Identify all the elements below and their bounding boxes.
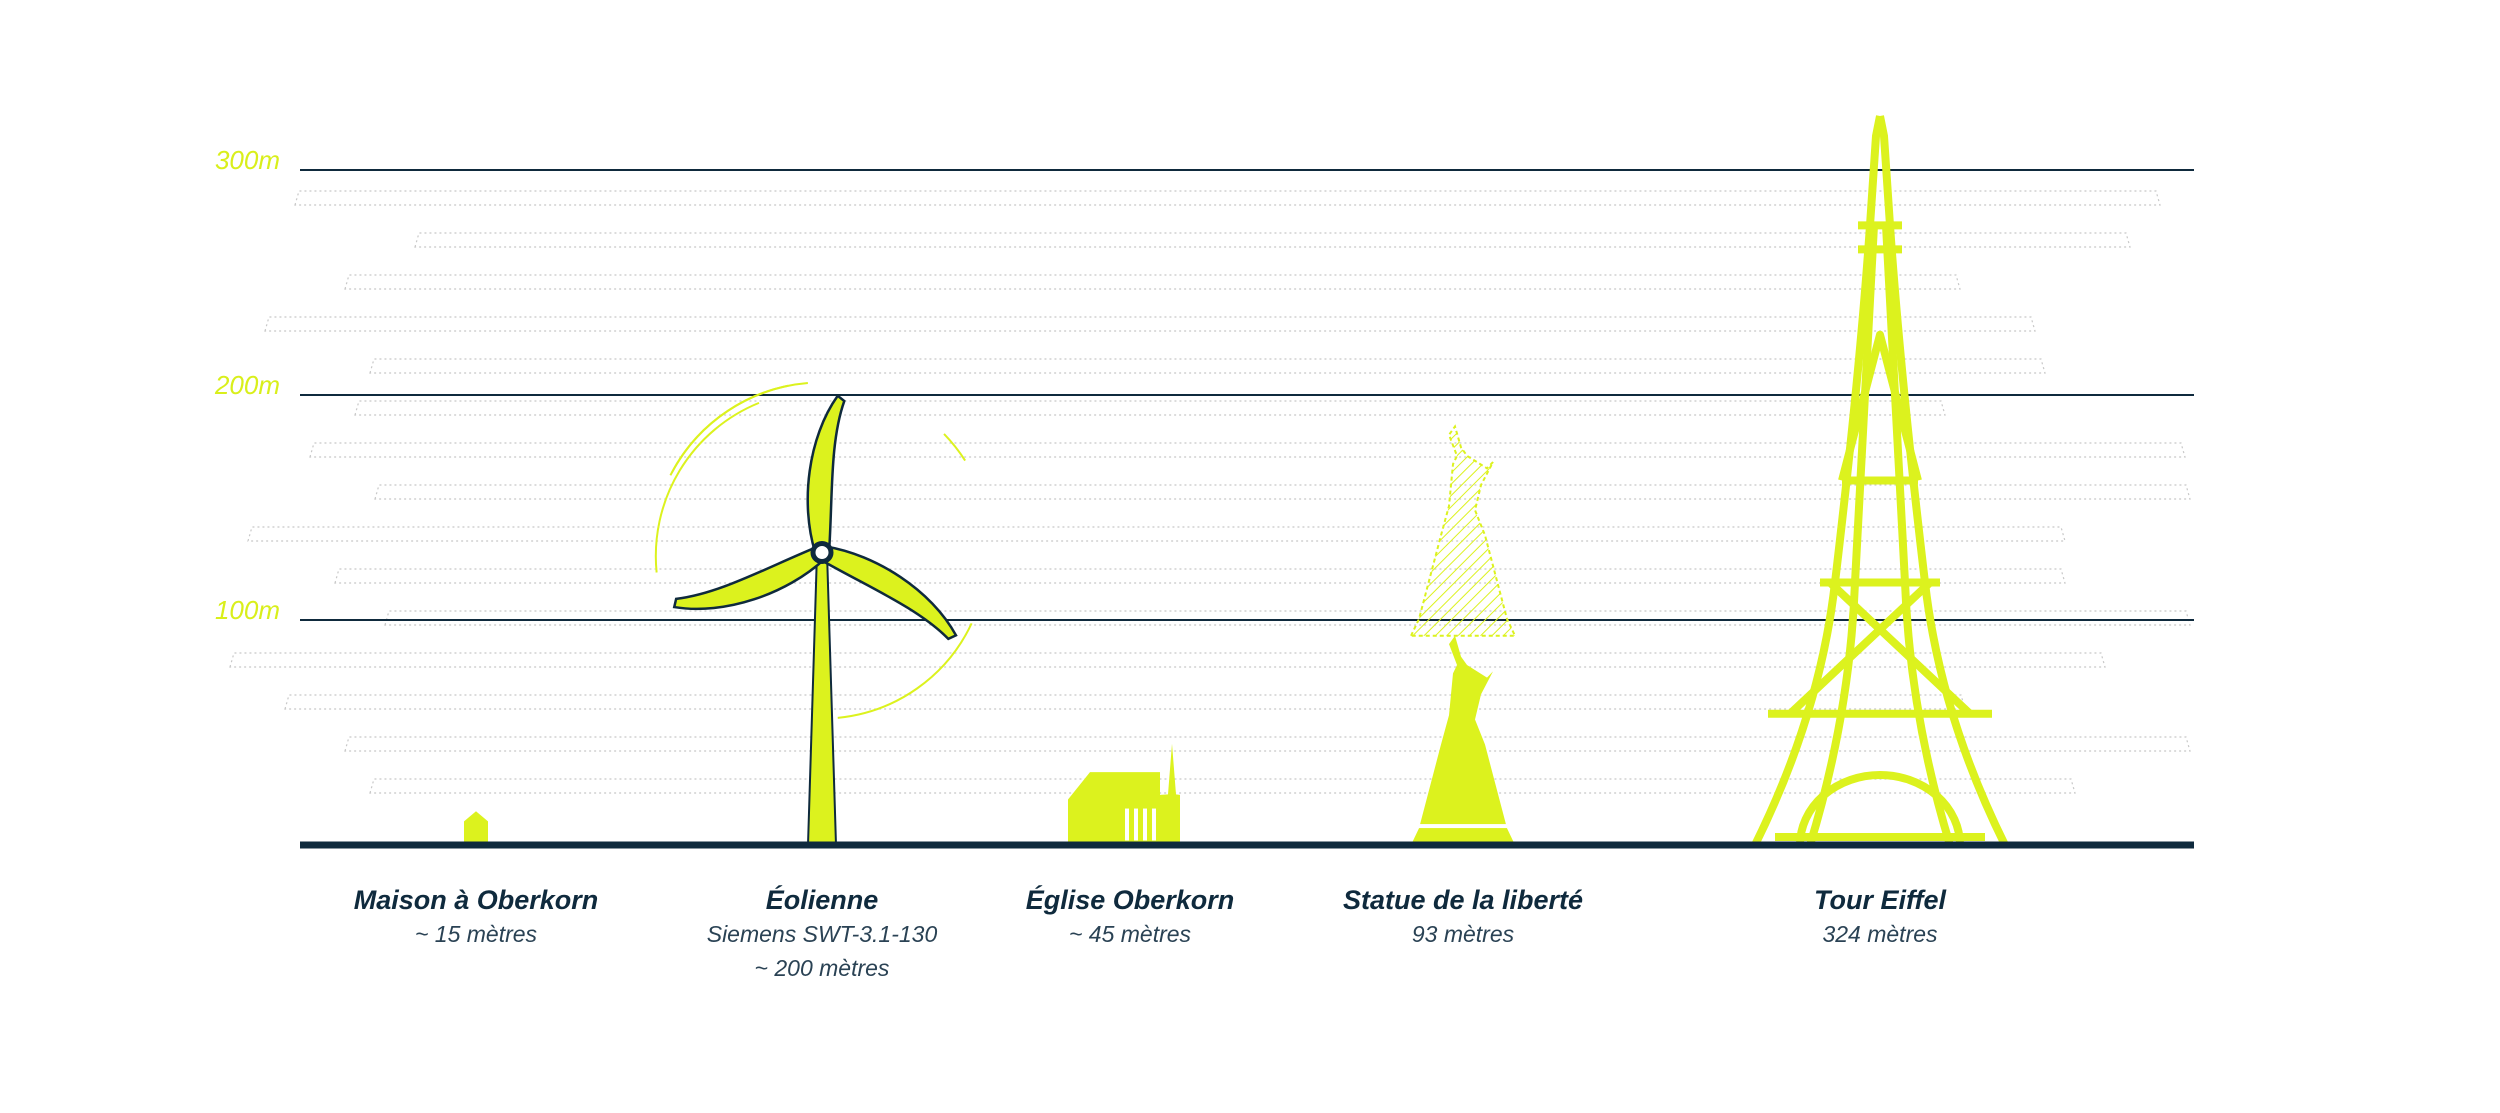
monument [1409, 424, 1517, 845]
rotor-arc [670, 381, 808, 474]
value-label: ~ 200 mètres [755, 955, 890, 981]
category-label: Tour Eiffel [1814, 885, 1947, 915]
dotted-line [309, 442, 2186, 458]
dotted-line [344, 274, 1961, 290]
y-tick-label: 300m [215, 145, 280, 175]
bracing [1787, 330, 1973, 717]
dotted-line [384, 610, 2191, 626]
value-label: ~ 45 mètres [1069, 921, 1192, 947]
dotted-line [284, 694, 1966, 710]
statue [1409, 424, 1517, 637]
monument [654, 381, 973, 846]
value-label: 324 mètres [1822, 921, 1938, 947]
dotted-line [264, 316, 2036, 332]
statue [1411, 635, 1515, 845]
church [1068, 743, 1180, 845]
tower [806, 551, 838, 846]
dotted-line [374, 484, 2191, 500]
tower-right [1876, 115, 2009, 847]
rotor-arc [669, 384, 789, 476]
tower-inner [1806, 225, 1954, 847]
dotted-line [369, 358, 2046, 374]
blade [806, 393, 846, 555]
window [1143, 808, 1147, 841]
monument [1751, 115, 2009, 847]
hub [810, 541, 834, 564]
dotted-line [334, 568, 2066, 584]
dotted-line [369, 778, 2076, 794]
dotted-line [414, 232, 2131, 248]
dotted-line [294, 190, 2161, 206]
category-label: Église Oberkorn [1026, 884, 1235, 915]
tower-left [1751, 115, 1884, 847]
pedestal-band [1413, 824, 1513, 829]
blade [672, 544, 826, 611]
rotor-arc [837, 622, 973, 719]
monument [464, 811, 488, 845]
house [464, 811, 488, 845]
dotted-line [344, 736, 2191, 752]
dotted-line [229, 652, 2106, 668]
blade [816, 545, 958, 641]
category-label: Éolienne [766, 884, 879, 915]
dotted-line [247, 526, 2066, 542]
value-label: ~ 15 mètres [415, 921, 538, 947]
monument [1068, 743, 1180, 845]
window [1152, 808, 1156, 841]
arch [1796, 771, 1964, 846]
value-label: 93 mètres [1412, 921, 1515, 947]
model-label: Siemens SWT-3.1-130 [707, 921, 938, 947]
rotor-arc [943, 433, 966, 462]
y-tick-label: 100m [215, 595, 280, 625]
window [1134, 808, 1138, 841]
category-label: Statue de la liberté [1343, 885, 1583, 915]
rotor-arc [654, 401, 760, 573]
background-dotted-lines [229, 190, 2191, 794]
category-label: Maison à Oberkorn [354, 885, 599, 915]
dotted-line [354, 400, 1946, 416]
window [1125, 808, 1129, 841]
y-tick-label: 200m [214, 370, 280, 400]
platforms [1768, 221, 1992, 841]
